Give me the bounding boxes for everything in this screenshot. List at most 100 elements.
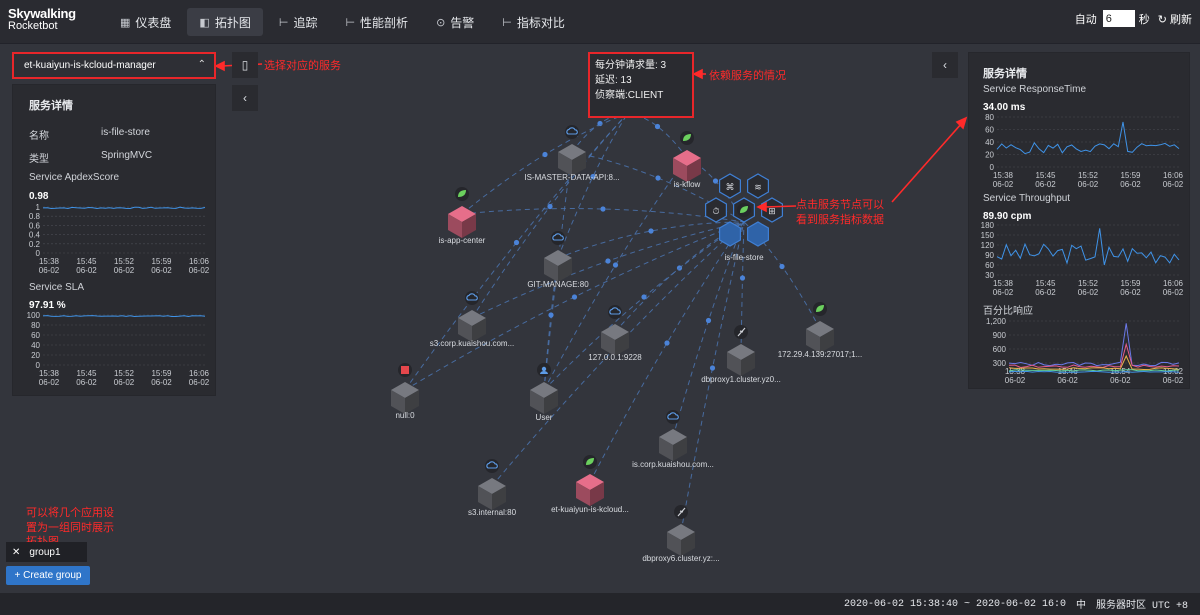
sla-value: 97.91 % bbox=[29, 300, 66, 311]
topology-node[interactable] bbox=[576, 455, 604, 506]
topology-node[interactable] bbox=[659, 410, 687, 461]
logo[interactable]: Skywalking Rocketbot bbox=[8, 7, 76, 33]
edge-dot bbox=[712, 178, 719, 184]
alarm-icon: ⏱ bbox=[712, 206, 719, 216]
edge-dot bbox=[705, 317, 712, 324]
group-chip[interactable]: ✕ group1 bbox=[6, 542, 87, 562]
node-label[interactable]: et-kuaiyun-is-kcloud... bbox=[551, 505, 629, 514]
mobile-view-button[interactable]: ▯ bbox=[232, 52, 258, 78]
time-range[interactable]: 2020-06-02 15:38:40 ~ 2020-06-02 16:0 bbox=[843, 598, 1066, 610]
nav-label: 追踪 bbox=[293, 15, 318, 30]
topology-node[interactable] bbox=[806, 302, 834, 353]
topology-node[interactable] bbox=[391, 363, 419, 414]
node-label[interactable]: s3.internal:80 bbox=[467, 508, 517, 517]
node-label[interactable]: GIT-MANAGE:80 bbox=[527, 280, 589, 289]
response-time-value: 34.00 ms bbox=[983, 102, 1026, 113]
badge-bg bbox=[666, 410, 680, 424]
node-label[interactable]: is.corp.kuaishou.com... bbox=[632, 460, 714, 469]
percentile-chart[interactable]: 1,20090060030015:3806-0215:4606-0215:540… bbox=[973, 317, 1187, 387]
topology-nodes: ⌘ ≋ ⏱ ⊞ bbox=[391, 125, 834, 556]
x-tick-label: 15:38 bbox=[39, 257, 60, 266]
response-time-chart[interactable]: 80604020015:3806-0215:4506-0215:5206-021… bbox=[973, 113, 1187, 191]
edge-dot bbox=[654, 123, 661, 130]
nav-topology[interactable]: ◧ 拓扑图 bbox=[187, 8, 263, 36]
cube-left bbox=[806, 329, 820, 353]
nav-metrics-compare[interactable]: ⊢ 指标对比 bbox=[490, 8, 577, 36]
tooltip-detect-point: 侦察端:CLIENT bbox=[595, 90, 664, 101]
nav-dashboard[interactable]: ▦ 仪表盘 bbox=[108, 8, 183, 36]
node-label[interactable]: is-file-store bbox=[724, 253, 764, 262]
x-tick-date: 06-02 bbox=[1035, 288, 1056, 297]
refresh-icon: ↻ bbox=[1157, 13, 1170, 26]
topology-node[interactable] bbox=[478, 459, 506, 510]
topology-node[interactable] bbox=[673, 131, 701, 182]
node-label[interactable]: dbproxy6.cluster.yz:... bbox=[642, 554, 720, 563]
topology-node[interactable] bbox=[601, 305, 629, 356]
nav-profile[interactable]: ⊢ 性能剖析 bbox=[333, 8, 420, 36]
throughput-chart[interactable]: 18015012090603015:3806-0215:4506-0215:52… bbox=[973, 221, 1187, 299]
y-tick-label: 90 bbox=[985, 251, 994, 260]
x-tick-label: 15:59 bbox=[151, 369, 172, 378]
topology-node[interactable] bbox=[558, 125, 586, 176]
service-select[interactable]: et-kuaiyun-is-kcloud-manager ⌃ bbox=[12, 52, 216, 79]
node-menu-hexagon bbox=[718, 173, 742, 199]
nav-trace[interactable]: ⊢ 追踪 bbox=[267, 8, 330, 36]
panel-title: 服务详情 bbox=[29, 100, 73, 112]
series-line bbox=[1008, 370, 1180, 373]
node-label[interactable]: s3.corp.kuaishou.com... bbox=[429, 339, 515, 348]
create-group-button[interactable]: + Create group bbox=[6, 566, 90, 585]
alarm-icon: ⊙ bbox=[436, 16, 446, 29]
node-label[interactable]: User bbox=[535, 413, 553, 422]
edge-dot bbox=[648, 228, 654, 234]
x-tick-date: 06-02 bbox=[993, 180, 1014, 189]
topology-node[interactable] bbox=[544, 231, 572, 282]
topology-node[interactable] bbox=[667, 505, 695, 556]
timezone: 服务器时区 UTC +8 bbox=[1095, 601, 1188, 612]
node-label[interactable]: 172.29.4.139:27017;1... bbox=[777, 350, 863, 359]
topology-node[interactable] bbox=[727, 325, 755, 376]
x-tick-label: 15:59 bbox=[1120, 171, 1141, 180]
x-tick-date: 06-02 bbox=[1163, 180, 1184, 189]
refresh-interval-input[interactable] bbox=[1102, 10, 1135, 27]
topology-node[interactable] bbox=[458, 291, 486, 342]
x-tick-label: 15:38 bbox=[39, 369, 60, 378]
collapse-left-button[interactable]: ‹ bbox=[232, 85, 258, 111]
x-tick-date: 06-02 bbox=[189, 378, 210, 387]
node-menu-hexagon bbox=[746, 221, 770, 247]
node-label[interactable]: dbproxy1.cluster.yz0... bbox=[701, 375, 781, 384]
close-icon[interactable]: ✕ bbox=[12, 546, 21, 558]
language-toggle[interactable]: 中 bbox=[1075, 601, 1086, 612]
auto-refresh-toggle[interactable]: 自动 bbox=[1074, 13, 1097, 26]
nav-alarm[interactable]: ⊙ 告警 bbox=[424, 8, 486, 36]
node-label[interactable]: 127.0.0.1:9228 bbox=[588, 353, 642, 362]
edge-dot bbox=[513, 239, 520, 246]
x-tick-date: 06-02 bbox=[1120, 180, 1141, 189]
sla-chart[interactable]: 10080604020015:3806-0215:4506-0215:5206-… bbox=[17, 311, 213, 389]
collapse-right-button[interactable]: ‹ bbox=[932, 52, 958, 78]
cube-left bbox=[558, 152, 572, 176]
x-tick-label: 15:52 bbox=[114, 369, 135, 378]
node-label[interactable]: is-kflow bbox=[673, 180, 701, 189]
apdex-chart[interactable]: 10.80.60.40.2015:3806-0215:4506-0215:520… bbox=[17, 203, 213, 277]
edge-tooltip: 每分钟请求量: 3 延迟: 13 侦察端:CLIENT bbox=[588, 52, 694, 118]
arrow-head bbox=[955, 116, 968, 130]
topology-node[interactable] bbox=[530, 363, 558, 414]
badge-bg bbox=[565, 125, 579, 139]
series-line bbox=[42, 206, 206, 210]
edge-dot bbox=[605, 258, 611, 264]
cloud-icon bbox=[466, 293, 478, 301]
main-nav: ▦ 仪表盘 ◧ 拓扑图 ⊢ 追踪 ⊢ 性能剖析 ⊙ 告警 ⊢ 指标对比 bbox=[108, 8, 581, 36]
node-label[interactable]: is-app-center bbox=[438, 236, 486, 245]
topology-node[interactable] bbox=[448, 187, 476, 238]
feather-icon bbox=[737, 327, 746, 337]
arrow-head bbox=[214, 60, 225, 72]
cube-left bbox=[727, 352, 741, 376]
y-tick-label: 20 bbox=[985, 151, 994, 160]
node-label[interactable]: IS-MASTER-DATA-API:8... bbox=[524, 173, 620, 182]
refresh-button[interactable]: ↻ 刷新 bbox=[1158, 11, 1192, 27]
node-label[interactable]: null:0 bbox=[395, 411, 415, 420]
y-tick-label: 120 bbox=[981, 241, 995, 250]
topology-edge bbox=[557, 112, 629, 259]
topology-node[interactable]: ⌘ ≋ ⏱ ⊞ bbox=[704, 173, 784, 247]
